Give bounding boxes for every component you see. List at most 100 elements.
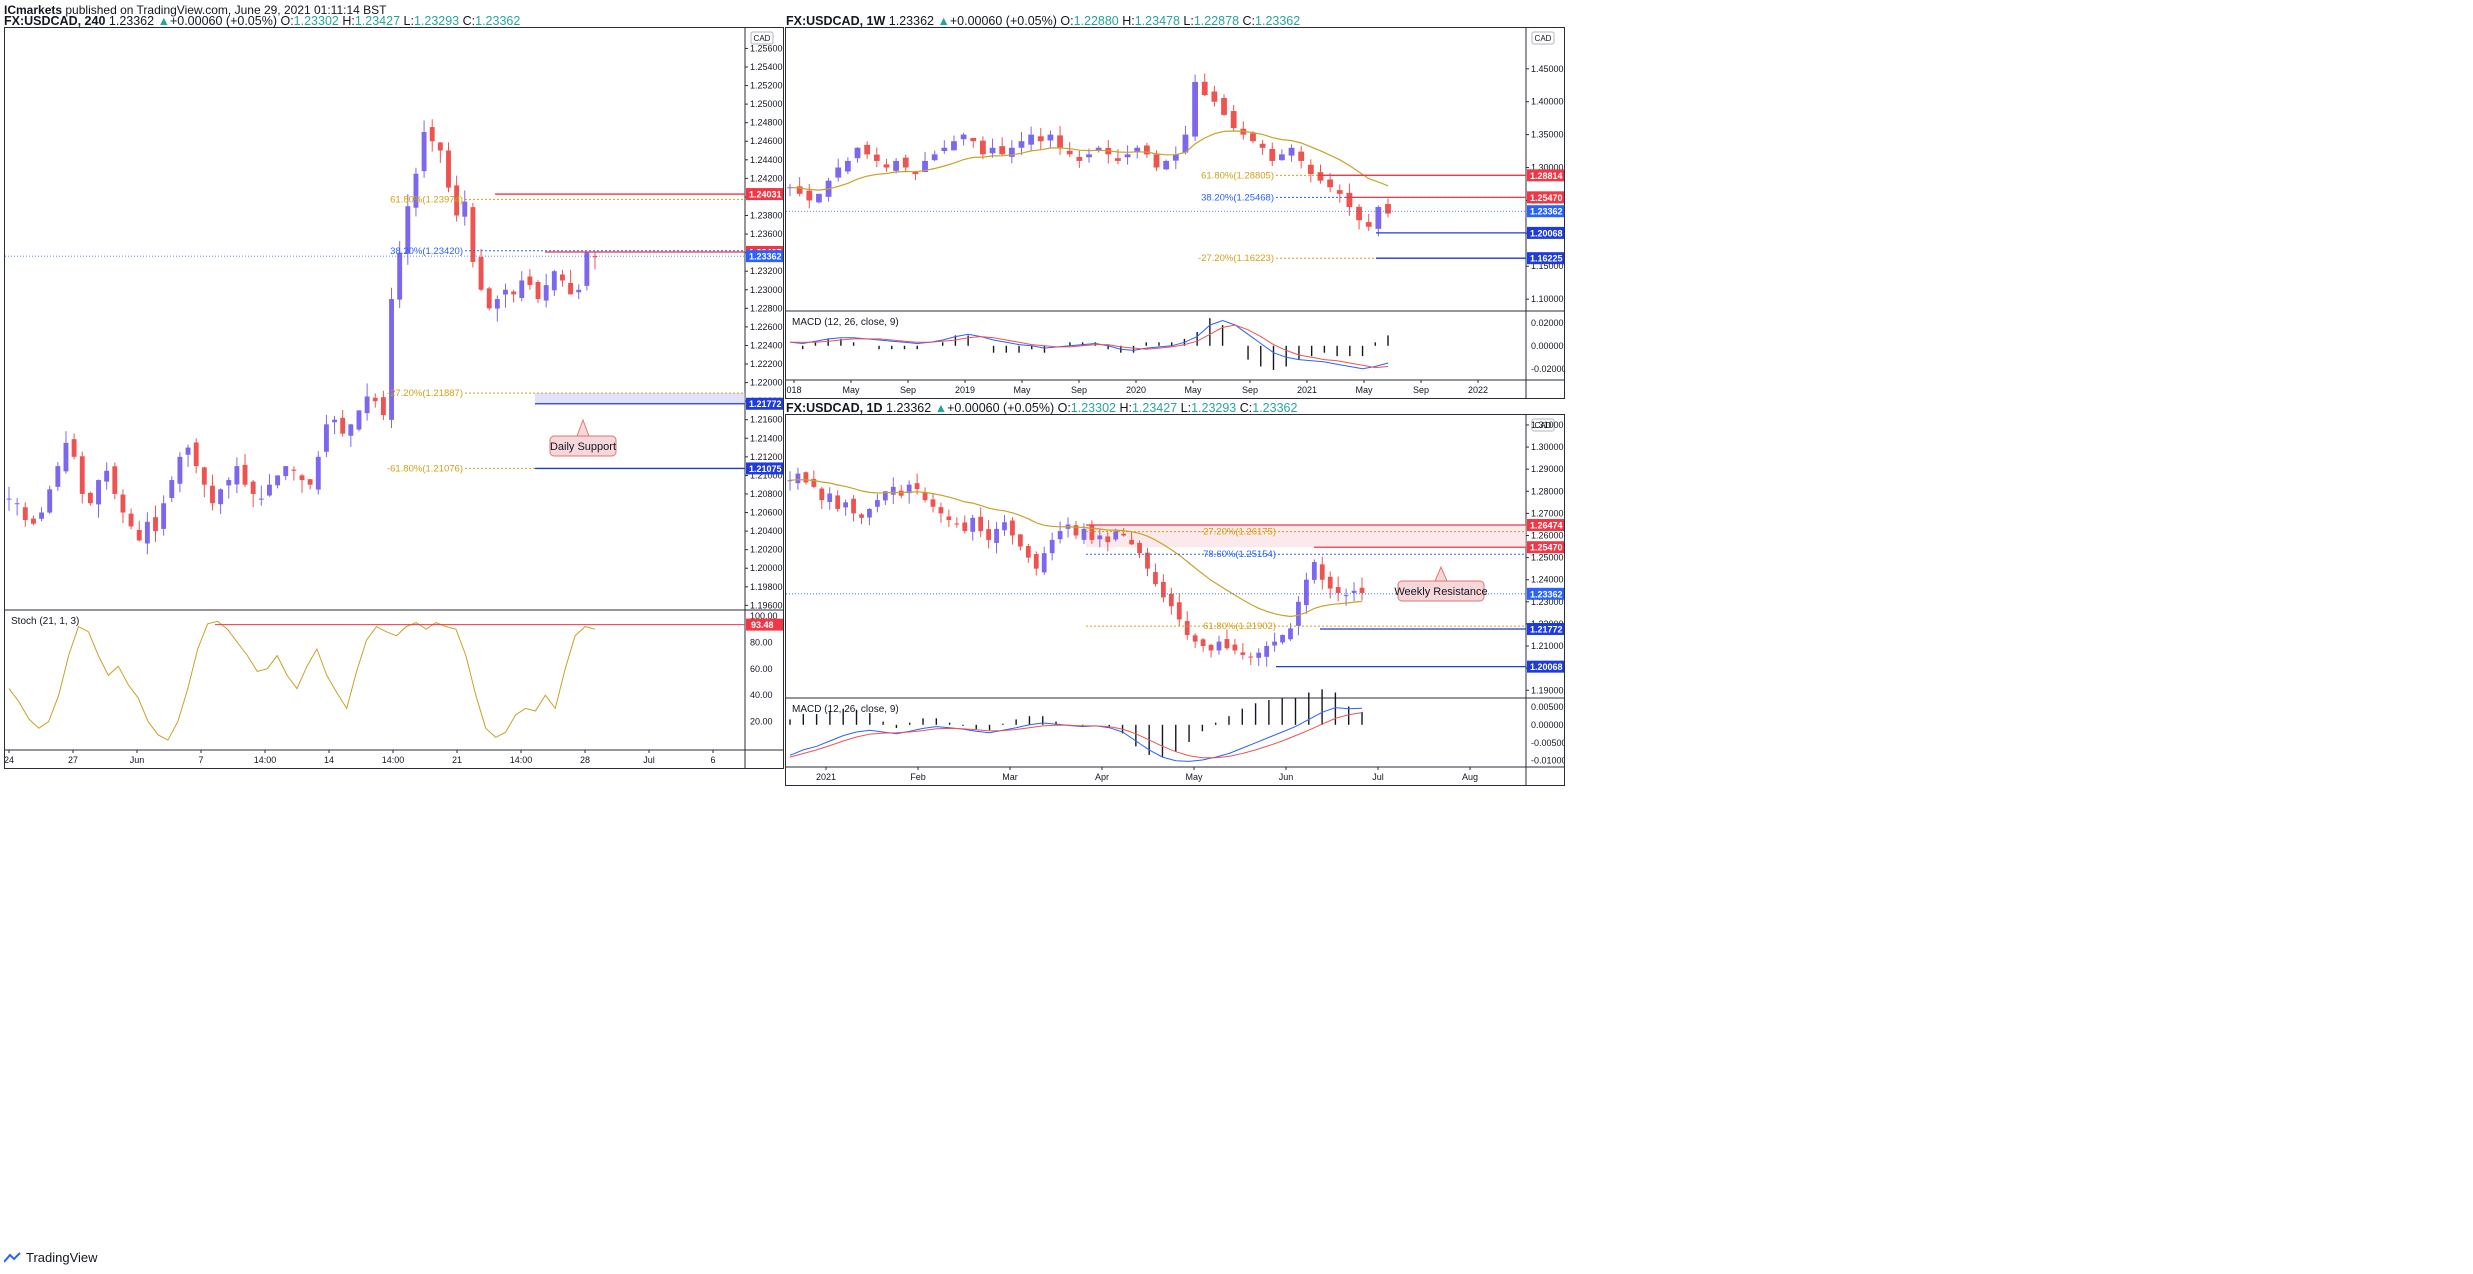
chart-h4-header: FX:USDCAD, 240 1.23362 ▲+0.00060 (+0.05%…	[4, 13, 520, 29]
candle-body	[210, 485, 215, 504]
currency-label: CAD	[1535, 421, 1552, 430]
price-tick-label: 1.19600	[750, 600, 783, 610]
price-badge-label: 1.28814	[1530, 171, 1563, 181]
indicator-badge-label: 93.48	[751, 620, 774, 630]
candle-body	[1182, 134, 1189, 153]
candle-body	[372, 397, 378, 402]
candle-body	[795, 473, 801, 484]
price-tick-label: 1.25000	[1531, 553, 1564, 563]
candle-body	[1086, 154, 1092, 158]
price-tick-label: 1.40000	[1531, 97, 1564, 107]
candle-body	[951, 141, 957, 151]
currency-label-box	[1531, 31, 1555, 45]
candle-body	[986, 529, 991, 540]
indicator-tick-label: 60.00	[750, 664, 773, 674]
price-tick-label: 1.24400	[750, 155, 783, 165]
h-label: H:	[1119, 401, 1132, 415]
candle-body	[144, 521, 150, 544]
candle-body	[177, 456, 183, 484]
candle-body	[1028, 134, 1035, 145]
price-badge	[1527, 226, 1564, 239]
fib-level-label: 61.80%(1.21902)	[1203, 621, 1276, 632]
price-tick-label: 1.28000	[1531, 486, 1564, 496]
price-tick-label: 1.27000	[1531, 508, 1564, 518]
candle-body	[193, 442, 199, 467]
candle-body	[1259, 143, 1266, 148]
candle-body	[875, 500, 880, 507]
candle-body	[1343, 595, 1349, 597]
candle-body	[96, 480, 101, 505]
publisher-line: ICmarkets published on TradingView.com, …	[4, 2, 387, 18]
candle-body	[1121, 533, 1127, 536]
candle-body	[462, 201, 468, 217]
indicator-name: MACD (12, 26, close, 9)	[792, 317, 899, 328]
price-tick-label: 1.21200	[750, 452, 783, 462]
candle-body	[1356, 206, 1362, 221]
candle-body	[478, 257, 484, 290]
chart-panel-d1[interactable]: CAD 1.31000 1.30000 1.29000 1.28000 1.27000 1.…	[785, 414, 1565, 786]
price-badge	[1527, 622, 1564, 635]
time-tick-label: May	[1185, 772, 1203, 782]
candle-body	[989, 147, 996, 154]
candle-body	[941, 147, 948, 151]
tradingview-logo[interactable]: TradingView	[4, 1250, 98, 1266]
price-tick-label: 1.25200	[750, 81, 783, 91]
close-value: 1.23362	[1252, 401, 1298, 415]
candle-body	[551, 271, 557, 291]
price-badge	[1527, 660, 1564, 673]
price-badge	[1527, 252, 1564, 265]
fib-level-label: -61.80%(1.21076)	[387, 463, 463, 474]
close-value: 1.23362	[475, 14, 521, 28]
moving-average-line	[789, 479, 1363, 618]
candle-body	[844, 160, 851, 172]
price-badge-label: 1.24031	[749, 190, 782, 200]
candle-body	[1192, 81, 1198, 137]
time-tick-label: Jul	[643, 755, 655, 765]
candle-body	[307, 479, 313, 485]
candle-body	[535, 281, 541, 300]
time-tick-label: Jun	[1279, 772, 1294, 782]
candle-body	[397, 252, 403, 300]
price-badge	[1527, 205, 1564, 218]
macd-line	[789, 319, 1389, 370]
indicator-tick-label: -0.00500	[1531, 738, 1564, 748]
candle-body	[1232, 644, 1238, 651]
callout-pointer	[1434, 565, 1448, 582]
candle-body	[560, 274, 565, 281]
candle-body	[796, 186, 803, 194]
price-tick-label: 1.45000	[1531, 64, 1564, 74]
indicator-tick-label: 100.00	[750, 611, 778, 621]
chart-panel-w1[interactable]: CAD1.450001.400001.350001.300001.250001.…	[785, 27, 1565, 399]
chart-w1-svg[interactable]: CAD1.450001.400001.350001.300001.250001.…	[786, 28, 1564, 398]
candle-body	[1230, 111, 1237, 129]
candle-body	[1073, 525, 1079, 536]
candle-body	[1081, 528, 1087, 540]
candle-body	[1115, 158, 1121, 161]
fib-level-label: 61.80%(1.23974)	[390, 194, 463, 205]
candle-body	[873, 154, 880, 161]
candle-body	[55, 466, 61, 487]
price-tick-label: 1.30000	[1531, 442, 1564, 452]
candle-body	[1124, 154, 1131, 158]
symbol-label: FX:USDCAD, 1W	[786, 14, 886, 28]
change: +0.00060 (+0.05%)	[949, 14, 1057, 28]
macd-signal-line	[790, 324, 1389, 369]
candle-body	[63, 442, 69, 472]
candle-body	[835, 495, 841, 509]
chart-panel-h4[interactable]: CAD 1.25600 1.25400 1.25200 1.25000 1.24800 1.…	[4, 27, 784, 769]
candle-body	[1385, 204, 1391, 214]
h-label: H:	[342, 14, 355, 28]
candle-body	[120, 494, 126, 513]
callout-box	[549, 435, 617, 457]
candle-body	[980, 140, 986, 155]
candle-body	[1049, 539, 1055, 554]
candle-body	[946, 516, 952, 521]
price-badge	[1527, 191, 1564, 204]
candle-body	[854, 147, 861, 159]
candle-body	[994, 528, 999, 543]
macd-signal-line	[789, 712, 1363, 759]
candle-body	[153, 517, 158, 532]
price-tick-label: 1.23000	[750, 285, 783, 295]
